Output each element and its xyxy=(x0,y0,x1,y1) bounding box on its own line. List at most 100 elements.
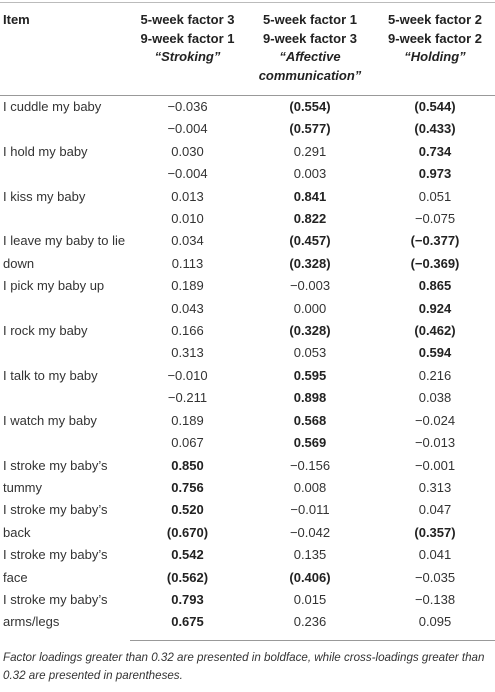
loading-cell: −0.013 xyxy=(414,435,456,451)
loading-cell: 0.051 xyxy=(418,188,452,204)
table-row: (0.562) (0.406) −0.035 xyxy=(0,567,495,589)
loading-cell: (0.457) xyxy=(289,233,331,249)
loading-cell: 0.135 xyxy=(293,547,327,563)
loading-cell: (−0.369) xyxy=(410,255,460,271)
loading-cell: 0.041 xyxy=(418,547,452,563)
loading-cell: −0.011 xyxy=(290,502,330,518)
table-row: I stroke my baby’s arms/legs 0.793 0.015 −0… xyxy=(0,589,495,629)
loading-cell: 0.793 xyxy=(171,591,204,607)
table-row: 0.113 (0.328) (−0.369) xyxy=(0,253,495,275)
item-label: I kiss my baby xyxy=(3,188,86,204)
loading-cell: (0.562) xyxy=(166,569,209,585)
header-line: 5-week factor 3 xyxy=(140,12,235,27)
loading-cell: −0.024 xyxy=(414,412,456,428)
loadings-table: Item 5-week factor 3 9-week factor 1 “Strok… xyxy=(0,2,495,641)
header-cell: 5-week factor 2 9-week factor 2 “Holding” xyxy=(375,2,495,96)
loading-cell: 0.189 xyxy=(171,278,204,294)
loading-cell: 0.898 xyxy=(293,390,327,406)
loading-cell: 0.095 xyxy=(375,611,495,641)
header-line: 9-week factor 3 xyxy=(263,30,357,46)
item-label: I stroke my baby’s back xyxy=(3,502,108,540)
loading-cell: 0.015 xyxy=(293,591,327,607)
loading-cell: 0.047 xyxy=(418,502,452,518)
header-cell: 5-week factor 3 9-week factor 1 “Stroking” xyxy=(130,2,245,96)
loading-cell: −0.003 xyxy=(289,278,331,294)
table-row: I stroke my baby’s tummy 0.850 −0.156 −0.00… xyxy=(0,455,495,495)
table-row: I leave my baby to lie down 0.034 (0.457) (… xyxy=(0,230,495,270)
header-line: 9-week factor 1 xyxy=(140,30,235,46)
item-label: I stroke my baby’s tummy xyxy=(3,457,108,495)
header-row: Item 5-week factor 3 9-week factor 1 “Strok… xyxy=(0,2,495,96)
item-label: I hold my baby xyxy=(3,143,88,159)
loading-cell: 0.008 xyxy=(293,479,327,495)
loading-cell: 0.291 xyxy=(293,143,327,159)
header-cell: 5-week factor 1 9-week factor 3 “Affective… xyxy=(245,2,375,96)
loading-cell: −0.004 xyxy=(167,166,208,182)
loading-cell: 0.010 xyxy=(171,211,204,227)
table-row: 0.067 0.569 −0.013 xyxy=(0,432,495,454)
table-header: Item 5-week factor 3 9-week factor 1 “Strok… xyxy=(0,2,495,96)
loading-cell: 0.003 xyxy=(293,166,327,182)
loading-cell: 0.756 xyxy=(171,479,204,495)
loading-cell: −0.010 xyxy=(167,367,208,383)
table-row: 0.675 0.236 0.095 xyxy=(0,611,495,641)
loading-cell: 0.734 xyxy=(418,143,452,159)
loading-cell: (0.544) xyxy=(414,99,456,114)
loading-cell: 0.520 xyxy=(171,502,204,518)
header-line: communication” xyxy=(258,67,362,83)
table-row: I kiss my baby 0.013 0.841 0.051 xyxy=(0,186,495,208)
loading-cell: 0.542 xyxy=(171,547,204,563)
loading-cell: −0.138 xyxy=(414,591,456,607)
loading-cell: 0.236 xyxy=(245,611,375,641)
loading-cell: 0.043 xyxy=(171,300,204,316)
loading-cell: 0.850 xyxy=(171,457,204,473)
loading-cell: (0.357) xyxy=(414,524,456,540)
table-row: −0.004 0.003 0.973 xyxy=(0,163,495,185)
loading-cell: 0.034 xyxy=(171,233,204,249)
header-line: 5-week factor 1 xyxy=(263,12,357,27)
loading-cell: −0.001 xyxy=(414,457,456,473)
header-line: Item xyxy=(3,12,30,27)
loading-cell: 0.038 xyxy=(418,390,452,406)
header-line: “Affective xyxy=(279,49,341,64)
loading-cell: −0.036 xyxy=(167,99,208,114)
table-row: I pick my baby up 0.189 −0.003 0.865 xyxy=(0,275,495,297)
loading-cell: 0.973 xyxy=(418,166,452,182)
loading-cell: 0.000 xyxy=(293,300,327,316)
loading-cell: 0.568 xyxy=(293,412,327,428)
loading-cell: 0.924 xyxy=(418,300,452,316)
loading-cell: −0.075 xyxy=(414,211,456,227)
loading-cell: 0.189 xyxy=(171,412,204,428)
loading-cell: (0.433) xyxy=(414,121,456,137)
loading-cell: (0.462) xyxy=(414,323,456,339)
table-row: I cuddle my baby −0.036 (0.554) (0.544) xyxy=(0,96,495,119)
loading-cell: 0.166 xyxy=(171,323,204,339)
table-row: −0.004 (0.577) (0.433) xyxy=(0,118,495,140)
loading-cell: (0.328) xyxy=(289,323,331,339)
table-row: 0.043 0.000 0.924 xyxy=(0,298,495,320)
loading-cell: 0.013 xyxy=(171,188,204,204)
loading-cell: (0.406) xyxy=(289,569,331,585)
loading-cell: 0.841 xyxy=(293,188,327,204)
loading-cell: (0.328) xyxy=(289,255,331,271)
loading-cell: 0.594 xyxy=(418,345,452,361)
table-row: 0.313 0.053 0.594 xyxy=(0,342,495,364)
item-label: I rock my baby xyxy=(3,323,88,339)
item-label: I cuddle my baby xyxy=(3,99,102,114)
table-row: −0.211 0.898 0.038 xyxy=(0,387,495,409)
table-body: I cuddle my baby −0.036 (0.554) (0.544) −0.0… xyxy=(0,96,495,641)
loading-cell: 0.030 xyxy=(171,143,204,159)
loading-cell: −0.004 xyxy=(167,121,208,137)
item-label: I stroke my baby’s face xyxy=(3,547,108,585)
loading-cell: 0.822 xyxy=(293,211,327,227)
loading-cell: 0.313 xyxy=(171,345,204,361)
item-label: I talk to my baby xyxy=(3,367,98,383)
item-label: I leave my baby to lie down xyxy=(3,233,126,271)
loading-cell: −0.211 xyxy=(167,390,208,406)
item-label: I stroke my baby’s arms/legs xyxy=(3,591,108,630)
loading-cell: −0.035 xyxy=(414,569,456,585)
header-line: 9-week factor 2 xyxy=(388,30,482,46)
header-line: “Holding” xyxy=(404,49,466,64)
loading-cell: 0.216 xyxy=(418,367,452,383)
